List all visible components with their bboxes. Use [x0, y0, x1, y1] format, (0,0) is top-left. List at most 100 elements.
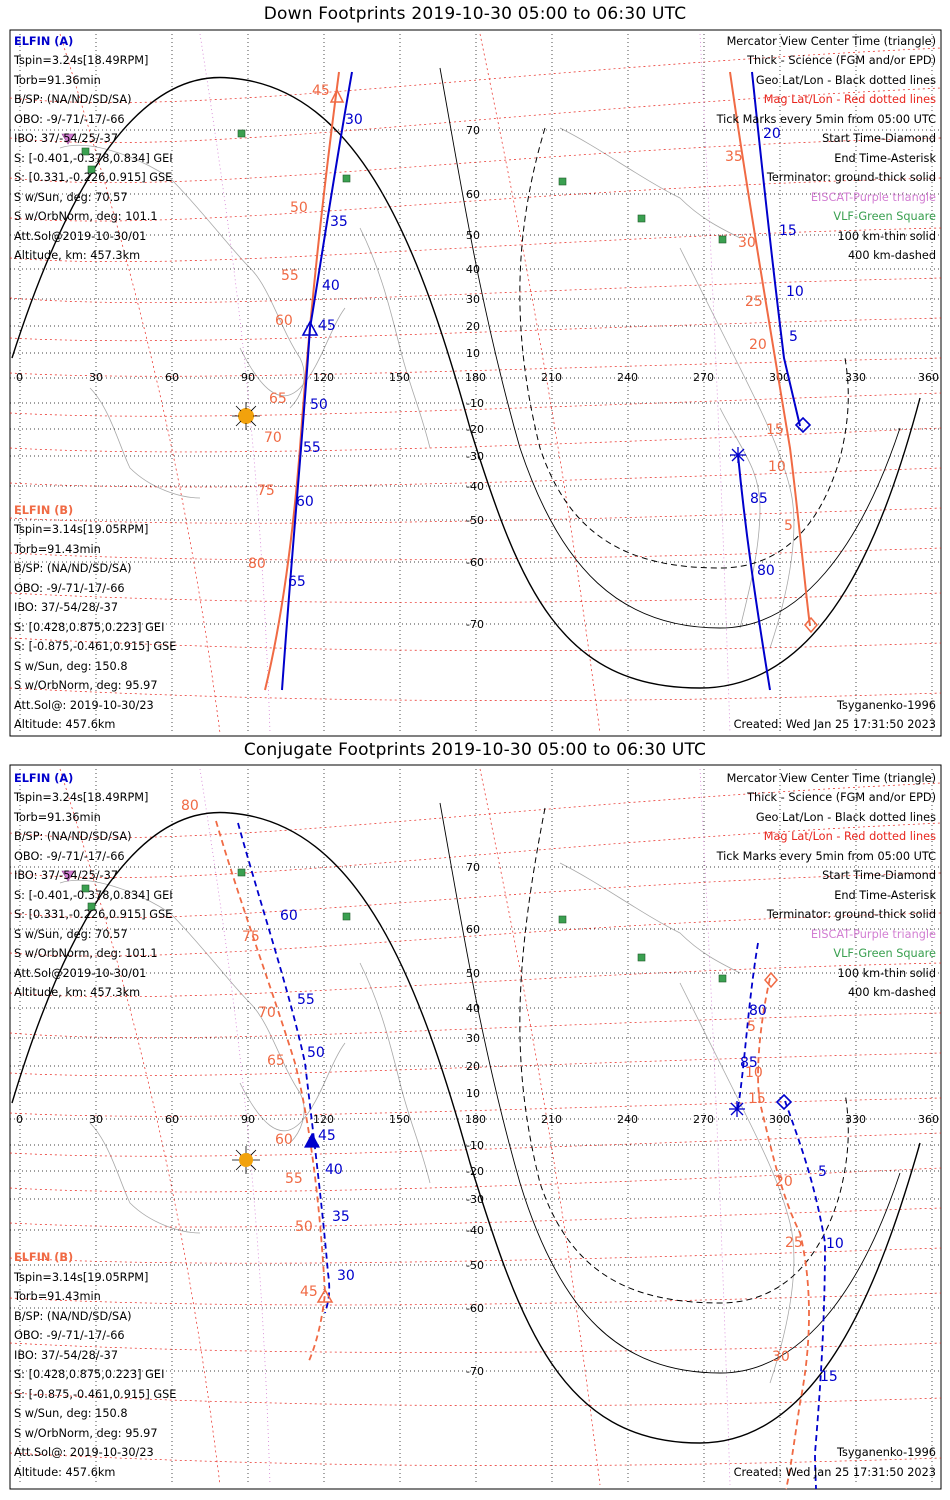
svg-text:20: 20: [466, 320, 480, 333]
elfin-a-info: ELFIN (A) Tspin=3.24s[18.49RPM] Torb=91.…: [13, 35, 173, 262]
svg-text:S: [-0.875,-0.461,0.915] GSE: S: [-0.875,-0.461,0.915] GSE: [14, 640, 176, 653]
geo-grid: [10, 769, 941, 1485]
svg-text:5: 5: [818, 1164, 827, 1180]
svg-text:150: 150: [389, 371, 410, 384]
svg-text:55: 55: [297, 992, 315, 1008]
svg-text:Created: Wed Jan 25 17:31:50 2: Created: Wed Jan 25 17:31:50 2023: [734, 718, 936, 731]
coastlines: [59, 127, 795, 649]
svg-text:-60: -60: [466, 1302, 484, 1315]
elfin-a-track-right-bottom: [737, 454, 771, 691]
svg-text:IBO: 37/-54/28/-37: IBO: 37/-54/28/-37: [14, 601, 118, 614]
svg-text:-30: -30: [466, 450, 484, 463]
geo-grid: [10, 34, 941, 733]
svg-text:55: 55: [303, 440, 321, 456]
lat-labels: 70 60 50 40 30 20 10 -10 -20 -30 -40 -50 -60 -7…: [466, 124, 484, 631]
eiscat-triangle: [61, 133, 75, 145]
svg-text:-70: -70: [466, 618, 484, 631]
svg-text:65: 65: [288, 574, 306, 590]
svg-text:30: 30: [466, 1032, 480, 1045]
elfin-b-start-diamond: [764, 971, 778, 989]
svg-text:Geo Lat/Lon - Black dotted lin: Geo Lat/Lon - Black dotted lines: [756, 811, 936, 824]
svg-text:20: 20: [763, 126, 781, 142]
svg-text:80: 80: [749, 1003, 767, 1019]
svg-text:Altitude, km: 457.3km: Altitude, km: 457.3km: [14, 249, 140, 262]
svg-text:IBO: 37/-54/25/-37: IBO: 37/-54/25/-37: [14, 132, 118, 145]
svg-text:35: 35: [725, 149, 743, 165]
elfin-b-info: ELFIN (B) Tspin=3.14s[19.05RPM] Torb=91.…: [13, 1251, 176, 1479]
svg-text:65: 65: [269, 391, 287, 407]
svg-text:180: 180: [465, 371, 486, 384]
svg-text:-40: -40: [466, 1224, 484, 1237]
svg-text:-10: -10: [466, 397, 484, 410]
svg-text:25: 25: [785, 1235, 803, 1251]
svg-text:30: 30: [772, 1349, 790, 1365]
mag-grid: [9, 33, 942, 734]
svg-text:Thick - Science (FGM and/or EP: Thick - Science (FGM and/or EPD): [746, 791, 936, 804]
svg-text:35: 35: [330, 214, 348, 230]
svg-text:80: 80: [248, 556, 266, 572]
svg-text:100 km-thin solid: 100 km-thin solid: [837, 967, 936, 980]
svg-text:30: 30: [89, 371, 103, 384]
elfin-a-track-left: [237, 822, 331, 1314]
svg-text:30: 30: [337, 1268, 355, 1284]
svg-text:VLF-Green Square: VLF-Green Square: [833, 947, 936, 960]
svg-text:S: [-0.875,-0.461,0.915] GSE: S: [-0.875,-0.461,0.915] GSE: [14, 1388, 176, 1401]
svg-text:45: 45: [300, 1284, 318, 1300]
svg-text:360: 360: [918, 371, 939, 384]
down-footprints-map: 0 30 60 90 120 150 180 210 240 270 300 330 360…: [9, 29, 942, 737]
elfin-a-tick-labels: 60 55 50 45 40 35 30 80 85 5 10 15: [280, 908, 844, 1385]
svg-text:Altitude: 457.6km: Altitude: 457.6km: [14, 1466, 115, 1479]
svg-text:Start Time-Diamond: Start Time-Diamond: [822, 869, 936, 882]
elfin-b-center-triangle: [316, 1288, 334, 1303]
svg-text:330: 330: [845, 1113, 866, 1126]
svg-text:150: 150: [389, 1113, 410, 1126]
svg-text:S w/Sun, deg: 70.57: S w/Sun, deg: 70.57: [14, 191, 128, 204]
svg-text:400 km-dashed: 400 km-dashed: [848, 249, 936, 262]
svg-text:80: 80: [757, 563, 775, 579]
svg-text:5: 5: [747, 1019, 756, 1035]
svg-text:Tspin=3.14s[19.05RPM]: Tspin=3.14s[19.05RPM]: [13, 523, 148, 536]
svg-text:S w/OrbNorm, deg: 101.1: S w/OrbNorm, deg: 101.1: [14, 210, 158, 223]
svg-text:Torb=91.43min: Torb=91.43min: [13, 1290, 101, 1303]
svg-text:Tick Marks every 5min from 05:: Tick Marks every 5min from 05:00 UTC: [716, 113, 936, 126]
svg-text:10: 10: [786, 284, 804, 300]
svg-text:S: [-0.401,-0.378,0.834] GEI: S: [-0.401,-0.378,0.834] GEI: [14, 152, 173, 165]
svg-text:60: 60: [275, 1132, 293, 1148]
vlf-stations: [81, 868, 727, 983]
svg-text:10: 10: [745, 1065, 763, 1081]
svg-text:Tsyganenko-1996: Tsyganenko-1996: [836, 1446, 936, 1459]
svg-text:Tspin=3.24s[18.49RPM]: Tspin=3.24s[18.49RPM]: [13, 54, 148, 67]
svg-text:S w/Sun, deg: 150.8: S w/Sun, deg: 150.8: [14, 660, 128, 673]
elfin-a-track-right-top: [751, 71, 801, 427]
svg-text:Tspin=3.24s[18.49RPM]: Tspin=3.24s[18.49RPM]: [13, 791, 148, 804]
svg-text:Tspin=3.14s[19.05RPM]: Tspin=3.14s[19.05RPM]: [13, 1271, 148, 1284]
svg-text:40: 40: [466, 263, 480, 276]
svg-text:40: 40: [322, 278, 340, 294]
svg-text:210: 210: [541, 371, 562, 384]
svg-text:270: 270: [693, 371, 714, 384]
svg-text:30: 30: [738, 235, 756, 251]
terminators: [11, 67, 921, 689]
svg-text:Geo Lat/Lon - Black dotted lin: Geo Lat/Lon - Black dotted lines: [756, 74, 936, 87]
svg-text:15: 15: [779, 223, 797, 239]
svg-text:Torb=91.36min: Torb=91.36min: [13, 74, 101, 87]
svg-text:80: 80: [181, 798, 199, 814]
svg-text:OBO: -9/-71/-17/-66: OBO: -9/-71/-17/-66: [14, 1329, 125, 1342]
svg-text:S w/Sun, deg: 150.8: S w/Sun, deg: 150.8: [14, 1407, 128, 1420]
panel-title: Conjugate Footprints 2019-10-30 05:00 to…: [243, 740, 707, 760]
svg-text:ELFIN (A): ELFIN (A): [14, 772, 73, 785]
svg-text:40: 40: [325, 1162, 343, 1178]
svg-text:50: 50: [466, 967, 480, 980]
svg-text:65: 65: [267, 1053, 285, 1069]
svg-text:-30: -30: [466, 1193, 484, 1206]
svg-text:15: 15: [820, 1369, 838, 1385]
svg-text:0: 0: [16, 1113, 23, 1126]
svg-text:-40: -40: [466, 480, 484, 493]
elfin-a-info: ELFIN (A) Tspin=3.24s[18.49RPM] Torb=91.…: [13, 772, 173, 999]
svg-text:S w/OrbNorm, deg: 95.97: S w/OrbNorm, deg: 95.97: [14, 679, 158, 692]
svg-text:30: 30: [345, 112, 363, 128]
svg-text:30: 30: [466, 293, 480, 306]
svg-text:70: 70: [466, 124, 480, 137]
mag-grid: [9, 768, 942, 1486]
svg-text:400 km-dashed: 400 km-dashed: [848, 986, 936, 999]
